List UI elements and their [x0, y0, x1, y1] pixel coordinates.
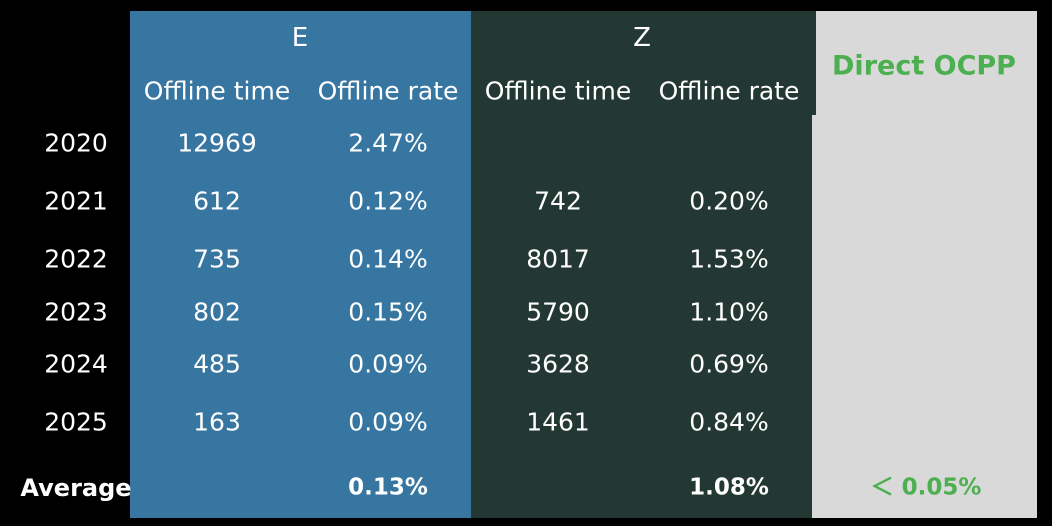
year-label: 2022: [44, 244, 108, 274]
group-e-panel: [130, 11, 471, 518]
direct-ocpp-panel: [812, 11, 1037, 518]
year-label: 2025: [44, 407, 108, 437]
direct-ocpp-title: Direct OCPP: [832, 50, 1016, 82]
e-offline-time-value: 735: [193, 244, 241, 274]
e-average-rate: 0.13%: [348, 474, 428, 501]
direct-panel-edge: [812, 11, 816, 115]
z-offline-time-header: Offline time: [484, 76, 632, 106]
z-offline-time-value: 742: [534, 186, 582, 216]
group-z-panel: [471, 11, 812, 518]
e-offline-rate-value: 0.09%: [348, 407, 428, 437]
group-z-title: Z: [633, 23, 651, 53]
z-offline-time-value: 5790: [526, 297, 590, 327]
e-offline-rate-value: 0.15%: [348, 297, 428, 327]
e-offline-time-value: 612: [193, 186, 241, 216]
group-e-title: E: [291, 23, 309, 53]
direct-average-rate: ＜ 0.05%: [870, 474, 982, 501]
z-offline-rate-value: 1.10%: [689, 297, 769, 327]
e-offline-time-value: 802: [193, 297, 241, 327]
z-offline-time-value: 8017: [526, 244, 590, 274]
e-offline-time-header: Offline time: [143, 76, 291, 106]
e-offline-rate-value: 2.47%: [348, 128, 428, 158]
z-offline-rate-value: 1.53%: [689, 244, 769, 274]
e-offline-time-value: 12969: [177, 128, 257, 158]
average-label: Average: [20, 474, 132, 502]
year-label: 2020: [44, 128, 108, 158]
e-offline-time-value: 163: [193, 407, 241, 437]
z-offline-rate-header: Offline rate: [658, 76, 800, 106]
year-label: 2024: [44, 349, 108, 379]
z-average-rate: 1.08%: [689, 474, 769, 501]
e-offline-time-value: 485: [193, 349, 241, 379]
z-offline-time-value: 3628: [526, 349, 590, 379]
year-label: 2023: [44, 297, 108, 327]
e-offline-rate-value: 0.12%: [348, 186, 428, 216]
e-offline-rate-value: 0.14%: [348, 244, 428, 274]
year-label: 2021: [44, 186, 108, 216]
z-offline-time-value: 1461: [526, 407, 590, 437]
z-offline-rate-value: 0.69%: [689, 349, 769, 379]
z-offline-rate-value: 0.84%: [689, 407, 769, 437]
e-offline-rate-header: Offline rate: [317, 76, 459, 106]
e-offline-rate-value: 0.09%: [348, 349, 428, 379]
z-offline-rate-value: 0.20%: [689, 186, 769, 216]
